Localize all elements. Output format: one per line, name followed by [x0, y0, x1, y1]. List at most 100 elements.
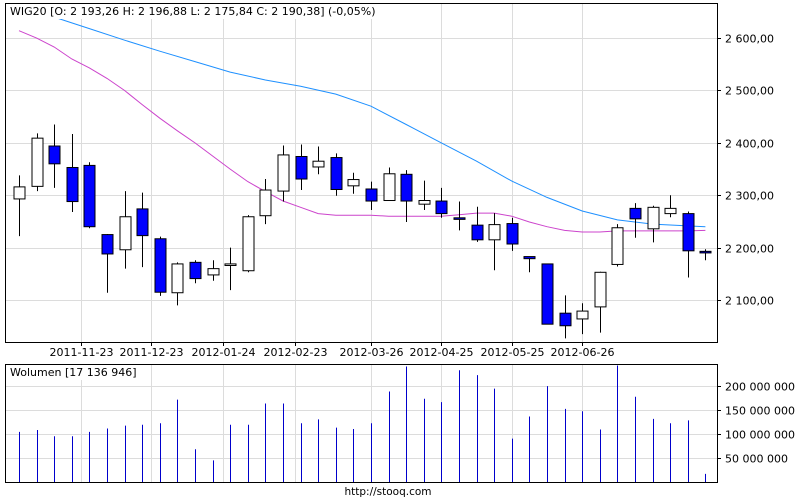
- candle: [347, 172, 360, 194]
- candle-body-down: [101, 234, 114, 255]
- candle: [647, 205, 660, 243]
- candle: [101, 234, 114, 293]
- candle: [259, 179, 272, 225]
- candle-body-down: [682, 213, 695, 252]
- volume-title-bg: [7, 365, 143, 380]
- candle: [559, 295, 572, 339]
- candle-body-up: [312, 160, 325, 168]
- candle-body-up: [171, 263, 184, 294]
- candle-body-down: [330, 157, 343, 191]
- candle-body-up: [664, 207, 677, 215]
- candle: [83, 162, 96, 229]
- candle: [435, 187, 448, 218]
- volume-y-tick-label: 150 000 000: [725, 405, 795, 418]
- price-x-tick-label: 2012-04-25: [410, 346, 474, 359]
- candle-body-down: [66, 166, 79, 203]
- volume-y-tick-label: 200 000 000: [725, 381, 795, 394]
- moving-average-long-line: [18, 10, 706, 228]
- candle: [66, 133, 79, 213]
- footer-source-link[interactable]: http://stooq.com: [344, 486, 431, 498]
- candle: [13, 175, 26, 237]
- candle-body-up: [259, 189, 272, 217]
- candle-body-up: [347, 179, 360, 187]
- price-x-tick-label: 2012-01-24: [192, 346, 256, 359]
- moving-average-short-line: [18, 30, 706, 233]
- candle-body-up: [576, 310, 589, 320]
- price-y-tick-label: 2 100,00: [725, 295, 774, 308]
- candle: [664, 195, 677, 218]
- price-x-tick-label: 2012-06-26: [551, 346, 615, 359]
- candle-body-down: [365, 188, 378, 202]
- candle: [224, 247, 237, 291]
- candle-body-up: [611, 227, 624, 265]
- candle-body-up: [647, 206, 660, 230]
- candle-body-down: [559, 312, 572, 327]
- candle-body-up: [418, 200, 431, 205]
- candle: [594, 271, 607, 333]
- price-x-tick-label: 2012-03-26: [340, 346, 404, 359]
- price-x-tick-label: 2011-11-23: [50, 346, 114, 359]
- candle-body-up: [242, 216, 255, 272]
- candle-body-up: [488, 224, 501, 241]
- candle: [471, 206, 484, 242]
- candle-body-up: [594, 271, 607, 308]
- candle: [312, 146, 325, 175]
- candle-body-down: [83, 164, 96, 228]
- candle: [629, 203, 642, 238]
- candle-body-up: [13, 186, 26, 200]
- volume-y-tick-label: 50 000 000: [725, 453, 788, 466]
- candle: [207, 260, 220, 281]
- candle: [295, 144, 308, 191]
- price-title: WIG20 [O: 2 193,26 H: 2 196,88 L: 2 175,…: [10, 5, 376, 18]
- candle-body-down: [400, 173, 413, 202]
- candle: [541, 263, 554, 325]
- candle: [418, 180, 431, 210]
- candle-body-up: [277, 154, 290, 192]
- candle: [611, 224, 624, 267]
- candle-body-down: [453, 217, 466, 220]
- candle: [682, 211, 695, 278]
- candle: [506, 217, 519, 251]
- candle: [699, 249, 712, 261]
- candle-body-up: [207, 268, 220, 276]
- candle: [488, 213, 501, 271]
- price-y-tick-label: 2 200,00: [725, 243, 774, 256]
- candle-body-down: [523, 256, 536, 260]
- candle: [330, 153, 343, 196]
- candle-body-down: [629, 207, 642, 220]
- candle: [136, 192, 149, 268]
- candle-body-down: [136, 208, 149, 237]
- candle-body-down: [189, 261, 202, 280]
- candle-body-up: [224, 263, 237, 266]
- candle-body-down: [541, 263, 554, 325]
- candle: [31, 133, 44, 192]
- candle-body-down: [699, 250, 712, 254]
- candle-body-up: [31, 137, 44, 187]
- price-title-bg: [7, 4, 379, 19]
- candle-body-down: [506, 223, 519, 245]
- price-x-tick-label: 2012-02-23: [264, 346, 328, 359]
- candle-body-down: [295, 155, 308, 180]
- candle: [383, 167, 396, 202]
- candle: [189, 260, 202, 284]
- price-y-tick-label: 2 400,00: [725, 138, 774, 151]
- candle: [242, 215, 255, 273]
- price-x-tick-label: 2011-12-23: [120, 346, 184, 359]
- candle: [277, 145, 290, 202]
- candle-body-down: [154, 238, 167, 293]
- candle-body-down: [48, 145, 61, 165]
- price-y-tick-label: 2 500,00: [725, 85, 774, 98]
- candle: [171, 262, 184, 306]
- candle-body-up: [119, 216, 132, 251]
- candle: [453, 201, 466, 231]
- candle: [576, 303, 589, 335]
- candle: [400, 170, 413, 222]
- candle-body-up: [383, 173, 396, 202]
- candle: [365, 181, 378, 210]
- candle-body-down: [471, 224, 484, 241]
- candle: [119, 191, 132, 269]
- price-y-tick-label: 2 600,00: [725, 33, 774, 46]
- candle: [154, 236, 167, 296]
